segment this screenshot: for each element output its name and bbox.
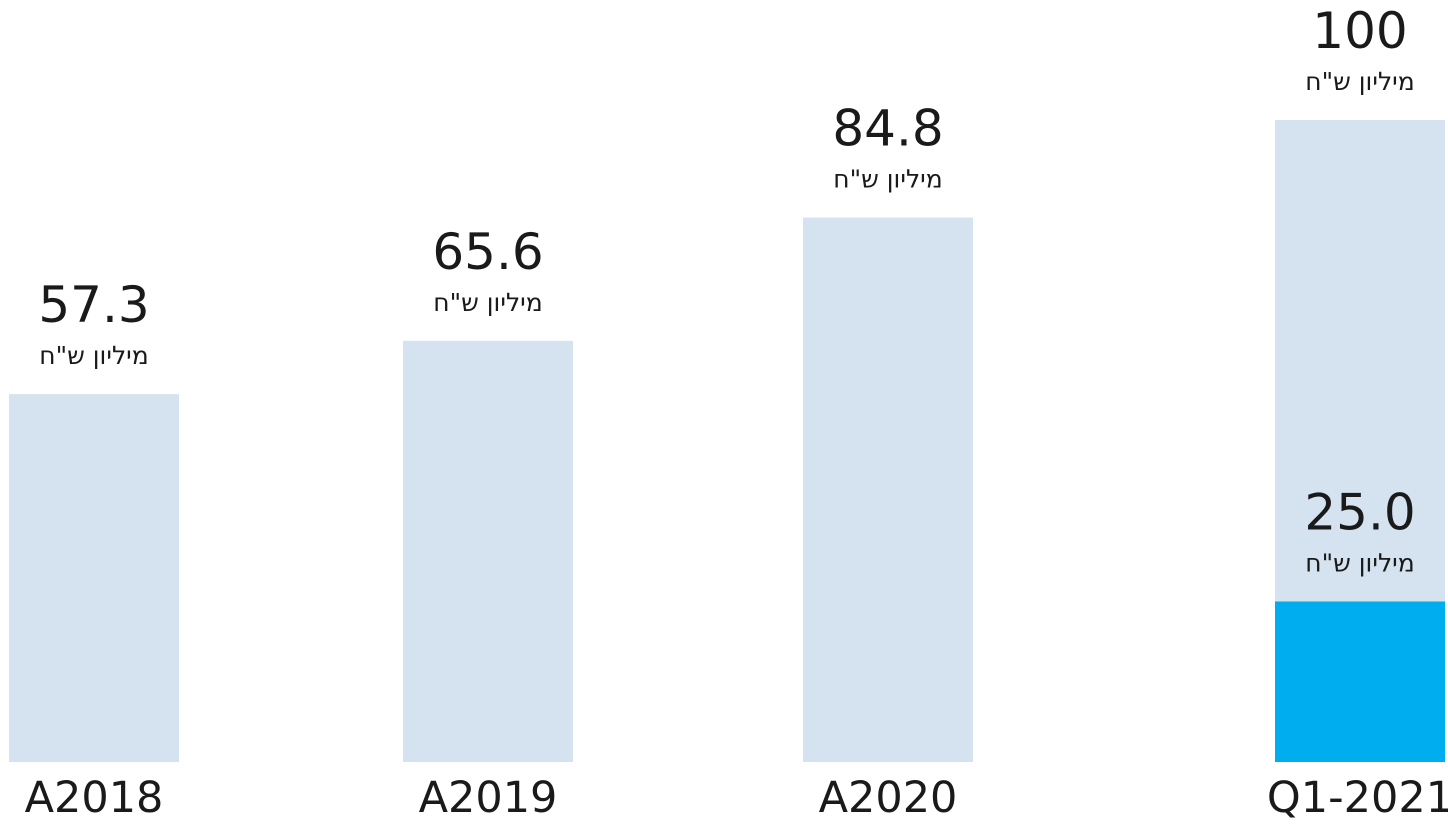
data-label-unit-a2018: מיליון ש"ח bbox=[39, 341, 149, 370]
x-tick-label-a2020: A2020 bbox=[819, 773, 958, 823]
data-label-value-a2018: 57.3 bbox=[38, 276, 149, 334]
data-label-value-a2020: 84.8 bbox=[832, 100, 943, 158]
bar-a2019 bbox=[403, 340, 573, 762]
data-label-unit-q1-2021: מיליון ש"ח bbox=[1305, 67, 1415, 96]
x-tick-label-q1-2021: Q1-2021 bbox=[1267, 773, 1448, 823]
data-label-unit-a2019: מיליון ש"ח bbox=[433, 288, 543, 317]
highlight-value-label: 25.0 bbox=[1304, 484, 1415, 542]
data-label-unit-a2020: מיליון ש"ח bbox=[833, 165, 943, 194]
bar-a2018 bbox=[9, 394, 179, 762]
highlight-unit-label: מיליון ש"ח bbox=[1305, 549, 1415, 578]
x-tick-label-a2018: A2018 bbox=[25, 773, 164, 823]
highlight-bar-segment bbox=[1275, 601, 1445, 762]
data-label-value-q1-2021: 100 bbox=[1312, 2, 1407, 60]
bar-a2020 bbox=[803, 217, 973, 763]
x-tick-label-a2019: A2019 bbox=[419, 773, 558, 823]
data-label-value-a2019: 65.6 bbox=[432, 223, 543, 281]
